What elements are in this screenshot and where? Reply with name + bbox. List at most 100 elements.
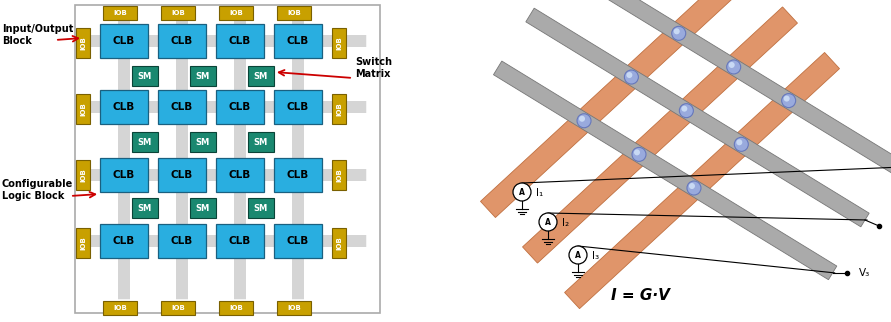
- Circle shape: [632, 147, 646, 161]
- Bar: [274, 158, 322, 192]
- Circle shape: [734, 137, 748, 151]
- Text: SM: SM: [254, 71, 268, 80]
- Text: CLB: CLB: [113, 36, 135, 46]
- Circle shape: [579, 116, 585, 122]
- Circle shape: [626, 72, 633, 78]
- Bar: [274, 24, 322, 58]
- Bar: [100, 158, 148, 192]
- Circle shape: [577, 114, 591, 128]
- Circle shape: [513, 183, 531, 201]
- Text: IOB: IOB: [287, 305, 301, 311]
- Bar: [274, 90, 322, 124]
- Bar: [161, 301, 195, 315]
- Circle shape: [674, 28, 680, 34]
- Text: CLB: CLB: [287, 236, 309, 246]
- Circle shape: [539, 213, 557, 231]
- Bar: [158, 24, 206, 58]
- Bar: [219, 301, 253, 315]
- Bar: [100, 24, 148, 58]
- Bar: [132, 66, 158, 86]
- Bar: [158, 158, 206, 192]
- Text: CLB: CLB: [171, 102, 193, 112]
- Text: SM: SM: [196, 71, 210, 80]
- Bar: [216, 90, 264, 124]
- Bar: [332, 94, 346, 124]
- Bar: [75, 5, 380, 313]
- Bar: [219, 6, 253, 20]
- Text: CLB: CLB: [171, 170, 193, 180]
- Circle shape: [682, 106, 687, 112]
- Text: A: A: [519, 187, 525, 196]
- Bar: [216, 224, 264, 258]
- Bar: [277, 6, 311, 20]
- Bar: [76, 94, 90, 124]
- Text: IOB: IOB: [229, 305, 243, 311]
- Bar: [76, 160, 90, 190]
- Text: SM: SM: [196, 137, 210, 147]
- Bar: [100, 90, 148, 124]
- Circle shape: [689, 183, 695, 189]
- Circle shape: [625, 70, 638, 84]
- Text: SM: SM: [138, 204, 152, 213]
- Text: IOB: IOB: [80, 236, 86, 250]
- Bar: [132, 198, 158, 218]
- Text: IOB: IOB: [171, 305, 184, 311]
- Text: CLB: CLB: [171, 236, 193, 246]
- Polygon shape: [565, 52, 839, 309]
- Bar: [190, 198, 216, 218]
- Text: A: A: [545, 217, 551, 226]
- Polygon shape: [526, 8, 870, 227]
- Text: Configurable
Logic Block: Configurable Logic Block: [2, 179, 73, 201]
- Text: CLB: CLB: [171, 36, 193, 46]
- Text: CLB: CLB: [229, 236, 251, 246]
- Bar: [190, 66, 216, 86]
- Bar: [100, 224, 148, 258]
- Bar: [103, 301, 137, 315]
- Circle shape: [736, 139, 742, 145]
- Text: CLB: CLB: [287, 170, 309, 180]
- Polygon shape: [480, 0, 756, 218]
- Text: I₁: I₁: [536, 188, 544, 198]
- Text: CLB: CLB: [229, 170, 251, 180]
- Text: CLB: CLB: [113, 236, 135, 246]
- Text: IOB: IOB: [229, 10, 243, 16]
- Text: IOB: IOB: [336, 102, 342, 116]
- Text: SM: SM: [196, 204, 210, 213]
- Text: IOB: IOB: [80, 102, 86, 116]
- Text: IOB: IOB: [336, 36, 342, 50]
- Bar: [332, 228, 346, 258]
- Text: A: A: [575, 251, 581, 260]
- Circle shape: [672, 26, 686, 40]
- Bar: [161, 6, 195, 20]
- Text: IOB: IOB: [80, 36, 86, 50]
- Bar: [277, 301, 311, 315]
- Text: Input/Output
Block: Input/Output Block: [2, 24, 73, 46]
- Circle shape: [569, 246, 587, 264]
- Circle shape: [727, 60, 740, 74]
- Bar: [332, 160, 346, 190]
- Polygon shape: [558, 0, 891, 174]
- Bar: [132, 132, 158, 152]
- Bar: [274, 224, 322, 258]
- Bar: [158, 224, 206, 258]
- Bar: [216, 158, 264, 192]
- Text: SM: SM: [138, 137, 152, 147]
- Text: CLB: CLB: [113, 170, 135, 180]
- Text: IOB: IOB: [80, 168, 86, 182]
- Text: IOB: IOB: [171, 10, 184, 16]
- Bar: [103, 6, 137, 20]
- Text: CLB: CLB: [287, 102, 309, 112]
- Circle shape: [687, 181, 701, 195]
- Text: CLB: CLB: [229, 36, 251, 46]
- Text: I = G·V: I = G·V: [610, 288, 669, 302]
- Text: SM: SM: [254, 137, 268, 147]
- Text: IOB: IOB: [113, 10, 127, 16]
- Text: CLB: CLB: [113, 102, 135, 112]
- Bar: [190, 132, 216, 152]
- Text: SM: SM: [138, 71, 152, 80]
- Circle shape: [781, 94, 796, 108]
- Text: CLB: CLB: [287, 36, 309, 46]
- Text: Switch
Matrix: Switch Matrix: [355, 57, 392, 79]
- Circle shape: [784, 96, 789, 102]
- Circle shape: [729, 62, 735, 68]
